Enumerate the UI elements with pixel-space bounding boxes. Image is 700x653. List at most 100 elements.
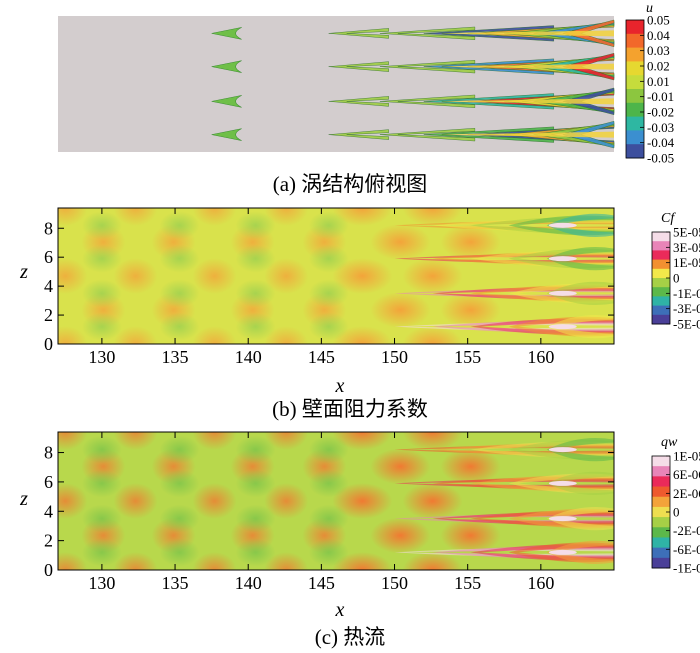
- vortex-chevron: [379, 60, 476, 74]
- panel-b-colorbar-tick-label: -5E-05: [673, 317, 700, 332]
- panel-b-cool-patch: [235, 211, 276, 240]
- panel-c-warm-patch: [264, 483, 309, 519]
- panel-a-colorbar-tick-label: 0.01: [647, 74, 670, 89]
- panel-c-ytick-label: 2: [44, 531, 53, 551]
- vortex-head: [211, 95, 242, 108]
- panel-b-streak: [546, 247, 614, 271]
- panel-c-streak: [508, 439, 614, 460]
- panel-c-plot-area: [58, 432, 614, 570]
- panel-b-ytick-label: 8: [44, 218, 53, 238]
- panel-b-cool-patch: [308, 244, 349, 273]
- panel-c-warm-patch: [113, 432, 158, 450]
- panel-b-warm-patch: [192, 258, 237, 294]
- panel-b-xtick-label: 150: [381, 347, 408, 367]
- panel-a-colorbar-swatch: [626, 102, 644, 118]
- panel-c-xtick-label: 155: [454, 573, 481, 593]
- panel-b-cool-patch: [308, 279, 349, 308]
- panel-c-warm-patch: [58, 552, 88, 570]
- panel-b-streak: [546, 315, 614, 339]
- panel-b-caption: (b) 壁面阻力系数: [272, 397, 428, 421]
- panel-b-warm-patch: [402, 258, 463, 294]
- panel-c-peak-spot: [548, 447, 577, 453]
- panel-a-colorbar: u 0.050.040.030.020.01-0.01-0.02-0.03-0.…: [625, 1, 675, 166]
- panel-b-xlabel: x: [335, 375, 345, 397]
- panel-c-warm-patch: [58, 432, 88, 450]
- vortex-core-streak: [438, 30, 614, 37]
- panel-c-cool-patch: [159, 469, 200, 498]
- panel-c-cool-patch: [308, 504, 349, 533]
- panel-c-cool-patch: [308, 469, 349, 498]
- vortex-chevron: [328, 129, 389, 140]
- panel-b-xtick-label: 140: [235, 347, 262, 367]
- panel-b-cool-patch: [159, 279, 200, 308]
- panel-c-cool-patch: [235, 469, 276, 498]
- panel-c-cool-patch: [159, 538, 200, 567]
- panel-c-colorbar-tick-label: 2E-06: [673, 486, 700, 501]
- panel-c-warm-patch: [192, 432, 237, 450]
- panel-b-warm-patch: [113, 208, 158, 226]
- vortex-chevron: [379, 128, 476, 142]
- panel-b-warm-patch: [58, 208, 88, 226]
- panel-c-warm-patch: [264, 552, 309, 570]
- panel-a-colorbar-swatch: [626, 75, 644, 90]
- panel-b-cool-patch: [235, 244, 276, 273]
- panel-c-xtick-label: 150: [381, 573, 408, 593]
- panel-b-colorbar-tick-label: -1E-05: [673, 286, 700, 301]
- panel-c-colorbar: qw 1E-05 6E-06 2E-06 0 -2E-06 -6E-06 -1E-05: [651, 435, 700, 576]
- panel-b-warm-patch: [113, 326, 158, 344]
- panel-c-cool-patch: [81, 469, 122, 498]
- panel-b-colorbar-tick-label: -3E-05: [673, 301, 700, 316]
- panel-c-xtick-label: 145: [308, 573, 335, 593]
- panel-c-warm-patch: [402, 552, 463, 570]
- panel-b-warm-patch: [332, 258, 393, 294]
- panel-c-colorbar-swatch: [652, 496, 670, 508]
- panel-b-warm-patch: [440, 292, 501, 328]
- panel-b-xtick-label: 135: [162, 347, 189, 367]
- panel-b-streak: [508, 283, 614, 304]
- panel-b-colorbar-tick-label: 0: [673, 271, 680, 286]
- vortex-chevron: [328, 28, 389, 39]
- panel-b-axes: 130 135 140 145 150 155 160 0 2 4 6 8: [44, 208, 614, 367]
- panel-b-warm-patch: [113, 258, 158, 294]
- panel-b-peak-spot: [548, 222, 577, 228]
- panel-c-colorbar-swatch: [652, 506, 670, 518]
- panel-c: 130 135 140 145 150 155 160 0 2 4 6 8 z x qw 1E-05 6…: [19, 431, 700, 649]
- panel-b-streak: [470, 217, 614, 234]
- panel-b-warm-patch: [264, 326, 309, 344]
- panel-b-warm-patch: [402, 208, 463, 226]
- panel-c-warm-patch: [58, 483, 88, 519]
- panel-c-warm-patch: [192, 483, 237, 519]
- panel-b-streak: [508, 215, 614, 236]
- panel-c-ylabel: z: [19, 488, 28, 510]
- panel-c-xtick-label: 135: [162, 573, 189, 593]
- panel-b-cool-patch: [159, 244, 200, 273]
- panel-b-warm-patch: [58, 258, 88, 294]
- panel-b-warm-patch: [264, 258, 309, 294]
- panel-a-colorbar-swatch: [626, 116, 644, 131]
- panel-b-colorbar-tick-label: 1E-05: [673, 255, 700, 270]
- panel-c-warm-patch: [264, 432, 309, 450]
- panel-b-cool-patch: [308, 211, 349, 240]
- panel-b-streak: [546, 213, 614, 237]
- panel-b-colorbar-swatch: [652, 278, 670, 288]
- vortex-core-streak: [438, 98, 614, 105]
- panel-b-cool-patch: [235, 312, 276, 341]
- panel-c-streak: [546, 437, 614, 462]
- panel-c-xtick-label: 140: [235, 573, 262, 593]
- panel-c-cool-patch: [159, 435, 200, 464]
- panel-c-colorbar-swatch: [652, 486, 670, 498]
- panel-a-colorbar-tick-label: -0.04: [647, 135, 675, 150]
- panel-c-streak: [470, 441, 614, 458]
- panel-c-streak: [470, 510, 614, 527]
- panel-b-cool-patch: [81, 244, 122, 273]
- panel-c-cool-patch: [235, 504, 276, 533]
- panel-b-warm-patch: [192, 208, 237, 226]
- panel-b-cool-patch: [235, 279, 276, 308]
- vortex-chevron: [379, 94, 476, 108]
- panel-b-xtick-label: 145: [308, 347, 335, 367]
- panel-a-colorbar-swatch: [626, 20, 644, 35]
- panel-c-colorbar-tick-label: -2E-06: [673, 523, 700, 538]
- panel-b-streak: [470, 318, 614, 335]
- panel-b-plot-area: [58, 208, 614, 344]
- panel-c-colorbar-swatch: [652, 527, 670, 538]
